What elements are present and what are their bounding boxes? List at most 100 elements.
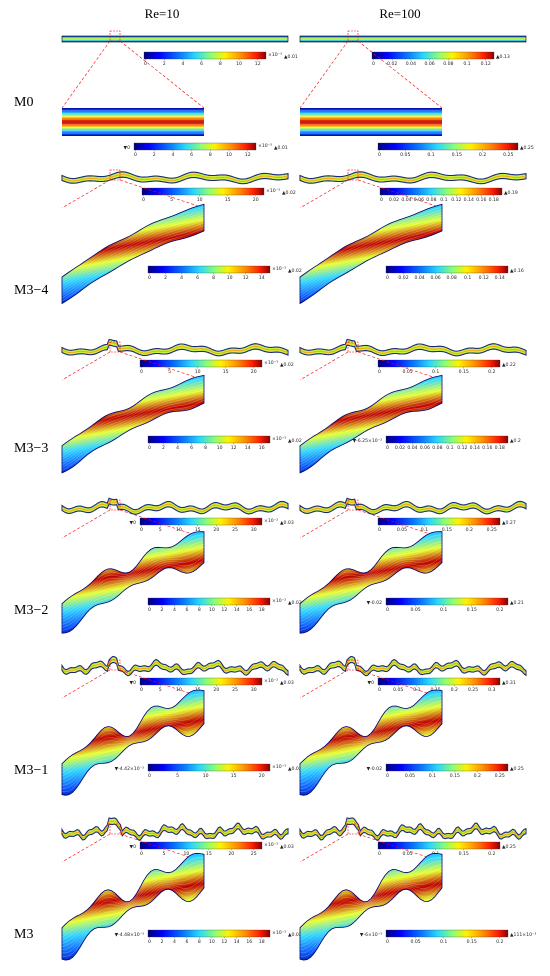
colorbar-bottom-tick-label: 0 — [148, 607, 151, 613]
overview-channel — [61, 497, 289, 515]
colorbar-bottom-tick-label: 0.06 — [420, 445, 430, 451]
colorbar-top-min-label: ▼0 — [130, 844, 137, 850]
colorbar-top-tick-label: 2 — [163, 61, 166, 67]
colorbar-top-tick-label: 0.05 — [402, 851, 412, 857]
colorbar-top-tick-label: 15 — [223, 369, 229, 375]
colorbar-bottom-tick-label: 0.1 — [427, 152, 434, 158]
colorbar-bottom-tick-label: 0.2 — [496, 939, 503, 945]
colorbar-top-tick-label: 0.1 — [463, 61, 470, 67]
zoomed-channel-streamline — [299, 386, 443, 457]
colorbar-bottom-tick-label: 8 — [204, 445, 207, 451]
colorbar-top-tick-label: 0.04 — [401, 197, 411, 203]
colorbar-bottom-tick-label: 14 — [234, 939, 240, 945]
colorbar-bottom-tick-label: 8 — [209, 152, 212, 158]
zoomed-channel-streamline — [61, 391, 205, 463]
colorbar-top-tick-label: 25 — [251, 851, 257, 857]
colorbar-bottom-tick-label: 12 — [221, 939, 227, 945]
overview-channel — [299, 171, 527, 185]
colorbar-top-tick-label: 15 — [206, 851, 212, 857]
colorbar-top-tick-label: 0.1 — [421, 527, 428, 533]
colorbar-top-tick-label: 0 — [372, 61, 375, 67]
colorbar-top-tick-label: 0.2 — [466, 527, 473, 533]
zoomed-channel-streamline — [299, 706, 443, 780]
zoomed-channel-streamline — [61, 857, 205, 932]
colorbar-top-tick-label: 0 — [140, 527, 143, 533]
zoomed-channel-streamline — [61, 720, 205, 792]
zoomed-channel-streamline — [299, 540, 443, 613]
zoomed-channel-streamline — [61, 716, 205, 789]
colorbar-bottom-tick-label: 18 — [259, 939, 265, 945]
colorbar-top-tick-label: 0.04 — [406, 61, 416, 67]
colorbar-bottom-tick-label: 0 — [386, 445, 389, 451]
zoomed-channel-streamline — [299, 217, 443, 291]
panel-M32-re100: 0 0.05 0.1 0.15 0.2 0.25 ▲0.27 ▼-0.02 0 0.05 0.1 0.… — [299, 497, 527, 634]
panel-M0-re10: 0 2 4 6 8 10 12×10⁻³ ▲0.01▼00 2 4 6 8 10 12×10⁻³ ▲0.01 — [61, 30, 298, 158]
row-label: M3−1 — [14, 763, 48, 778]
zoomed-channel-streamline — [299, 693, 442, 767]
zoom-indicator-line-left — [299, 509, 349, 539]
panel-M0-re100: 0 0.02 0.04 0.06 0.08 0.1 0.12 ▲0.13 0 0.05 0.1 0.1… — [299, 30, 534, 158]
overview-channel — [61, 338, 289, 357]
colorbar-top-tick-label: 20 — [253, 197, 259, 203]
zoomed-channel-streamline — [299, 383, 443, 455]
zoomed-channel-streamline — [299, 867, 443, 941]
panel-M3-re100: 00.050.10.150.2▲0.25▼-6×10⁻³00.050.10.15… — [299, 817, 536, 961]
colorbar-bottom-tick-label: 12 — [221, 607, 227, 613]
zoom-indicator-line-left — [61, 351, 111, 381]
colorbar-top-tick-label: 0.05 — [402, 369, 412, 375]
colorbar-bottom — [385, 265, 509, 274]
zoomed-channel-streamline — [299, 534, 443, 607]
zoomed-channel — [62, 108, 204, 136]
zoomed-channel-streamline — [299, 870, 443, 944]
colorbar-bottom-tick-label: 0.16 — [482, 445, 492, 451]
colorbar-bottom — [377, 142, 519, 151]
colorbar-top — [139, 841, 263, 850]
colorbar-bottom-tick-label: 0.1 — [464, 275, 471, 281]
zoomed-channel-streamline — [299, 389, 443, 460]
zoomed-channel-streamline — [299, 874, 443, 947]
zoomed-channel-streamline — [61, 693, 204, 767]
overview-channel — [299, 655, 527, 677]
zoomed-channel-streamline — [61, 400, 205, 471]
colorbar-bottom — [385, 763, 509, 772]
colorbar-top — [141, 187, 265, 196]
panel-M31-re100: ▼000.050.10.150.20.250.3▲0.31▼-0.0200.05… — [299, 655, 527, 796]
zoomed-channel-streamline — [299, 860, 443, 935]
colorbar-bottom-min-label: ▼-0.02 — [367, 600, 382, 606]
colorbar-bottom — [147, 929, 271, 938]
colorbar-top-tick-label: 25 — [232, 527, 238, 533]
colorbar-top-tick-label: 0.08 — [426, 197, 436, 203]
row-M31: M3−1▼0051015202530×10⁻³▲0.03▼-4.42×10⁻³0… — [14, 655, 527, 796]
colorbar-bottom-exponent: ×10⁻³ — [272, 266, 286, 272]
colorbar-top-tick-label: 0.16 — [476, 197, 486, 203]
zoomed-channel-streamline — [61, 537, 205, 610]
colorbar-bottom-tick-label: 6 — [190, 445, 193, 451]
zoom-indicator-line-left — [61, 833, 111, 863]
colorbar-bottom-tick-label: 0.1 — [429, 773, 436, 779]
colorbar-bottom-tick-label: 0.2 — [496, 607, 503, 613]
overview-channel-core — [299, 174, 527, 182]
zoomed-channel-streamline — [61, 225, 205, 299]
colorbar-bottom-max-label: ▲0.02 — [288, 438, 302, 444]
overview-channel-core — [61, 820, 289, 839]
colorbar-bottom-tick-label: 0.06 — [430, 275, 440, 281]
zoomed-channel-streamline — [299, 400, 443, 471]
colorbar-top — [139, 359, 263, 368]
colorbar-bottom-min-label: ▼0 — [124, 145, 131, 151]
colorbar-bottom-tick-label: 0.14 — [470, 445, 480, 451]
colorbar-top-tick-label: 0 — [142, 197, 145, 203]
colorbar-bottom-tick-label: 0.04 — [407, 445, 417, 451]
colorbar-bottom-tick-label: 0 — [386, 607, 389, 613]
colorbar-bottom-tick-label: 0.15 — [450, 773, 460, 779]
zoomed-channel — [61, 374, 205, 474]
row-M32: M3−2▼00 5 10 15 20 25 30×10⁻³ ▲0.030 2 4 6 8 10 12 14 1… — [14, 497, 527, 634]
overview-channel — [299, 35, 527, 43]
colorbar-bottom-exponent: ×10⁻³ — [258, 143, 272, 149]
zoomed-channel-streamline — [61, 222, 205, 296]
colorbar-bottom-tick-label: 6 — [185, 607, 188, 613]
zoomed-channel-streamline — [61, 700, 205, 774]
zoomed-channel-streamline — [61, 389, 205, 460]
zoomed-channel-streamline — [61, 884, 205, 957]
colorbar-top-tick-label: 0.2 — [451, 687, 458, 693]
